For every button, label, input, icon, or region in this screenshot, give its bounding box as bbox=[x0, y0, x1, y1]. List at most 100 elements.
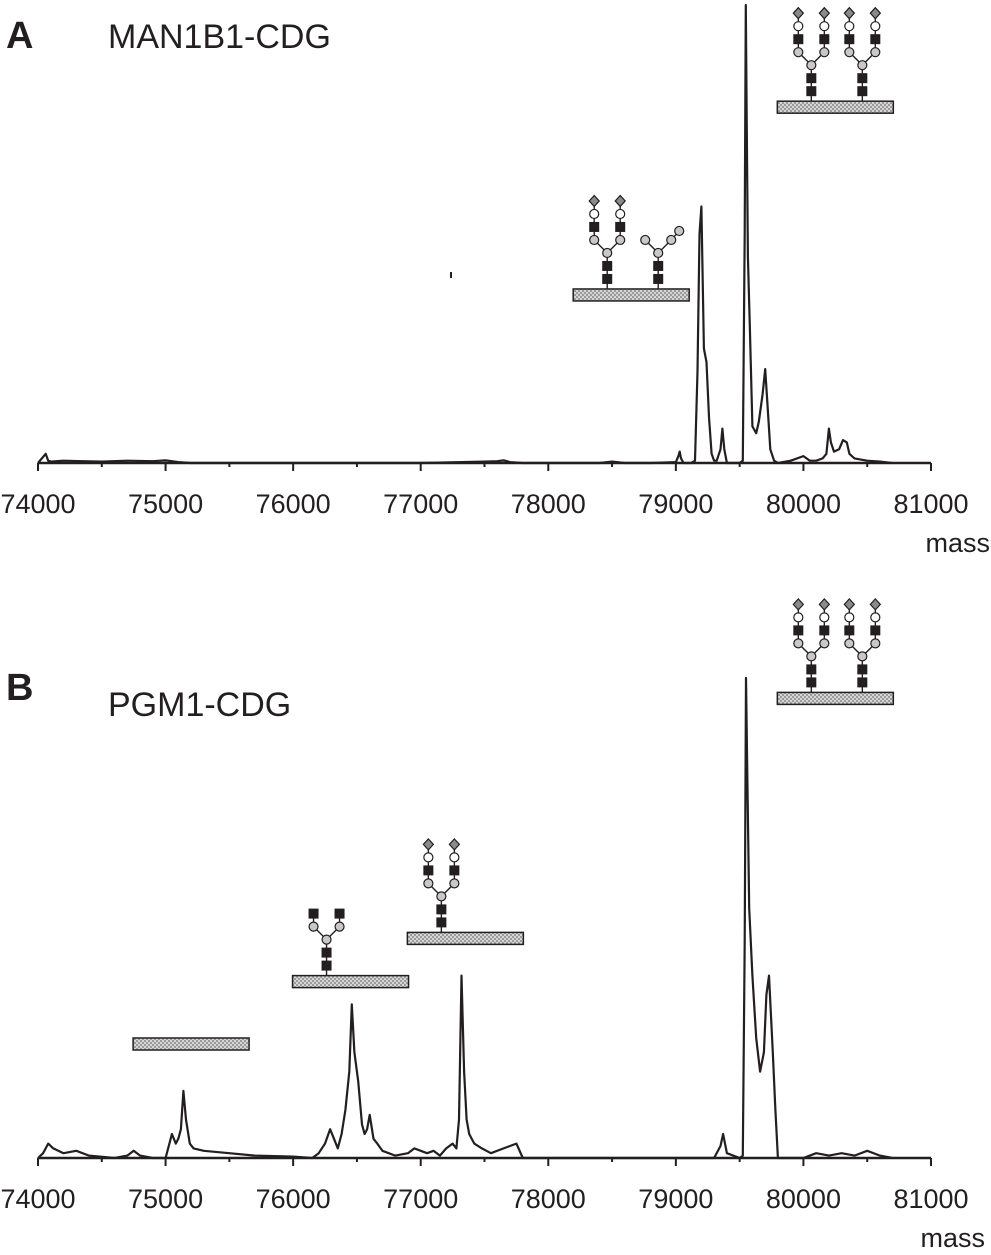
glycoform-annotation bbox=[776, 598, 895, 706]
mannose-residue bbox=[806, 651, 817, 662]
glcnac-residue bbox=[436, 904, 447, 915]
sialic-acid-residue bbox=[588, 194, 601, 208]
panel-b-plot bbox=[37, 676, 893, 1160]
glcnac-residue bbox=[819, 34, 830, 45]
sialic-acid-residue bbox=[792, 598, 805, 611]
glycoform-annotation bbox=[132, 1037, 250, 1051]
x-tick-label: 74000 bbox=[0, 1184, 75, 1214]
mannose-residue bbox=[793, 47, 804, 58]
glycan-structure bbox=[843, 6, 882, 102]
mannose-residue bbox=[870, 47, 881, 58]
glcnac-residue bbox=[653, 260, 664, 271]
glycan-structure bbox=[422, 838, 461, 933]
mannose-residue bbox=[844, 638, 855, 649]
x-tick-label: 77000 bbox=[383, 1184, 458, 1214]
glcnac-residue bbox=[844, 625, 855, 636]
mannose-residue bbox=[793, 638, 804, 649]
glcnac-residue bbox=[793, 625, 804, 636]
panel-b-x-axis-title: mass bbox=[920, 1223, 985, 1253]
glcnac-residue bbox=[602, 273, 613, 284]
mannose-residue bbox=[449, 878, 460, 889]
glcnac-residue bbox=[449, 865, 460, 876]
mannose-residue bbox=[589, 234, 600, 246]
mannose-residue bbox=[436, 891, 447, 902]
glcnac-residue bbox=[308, 908, 319, 919]
panel-a: A MAN1B1-CDG 74000 75000 76000 77000 78000 79… bbox=[0, 3, 990, 558]
galactose-residue bbox=[870, 21, 881, 32]
glcnac-residue bbox=[806, 677, 817, 688]
glcnac-residue bbox=[589, 221, 600, 232]
panel-a-axis: 74000 75000 76000 77000 78000 79000 80000 81000 bbox=[0, 461, 969, 519]
glcnac-residue bbox=[653, 273, 664, 284]
galactose-residue bbox=[449, 852, 460, 863]
mannose-residue bbox=[653, 247, 664, 259]
glycoform-annotation bbox=[406, 838, 525, 946]
sialic-acid-residue bbox=[843, 6, 856, 20]
panel-a-title: MAN1B1-CDG bbox=[108, 18, 331, 56]
glcnac-residue bbox=[806, 86, 817, 97]
sialic-acid-residue bbox=[818, 598, 831, 611]
mannose-residue bbox=[321, 934, 332, 945]
glcnac-residue bbox=[806, 664, 817, 675]
x-tick-label: 81000 bbox=[893, 1184, 968, 1214]
peptide-bar bbox=[776, 691, 895, 706]
mannose-residue bbox=[602, 247, 613, 259]
galactose-residue bbox=[793, 612, 804, 623]
glycoform-annotation bbox=[291, 908, 410, 989]
mannose-residue bbox=[870, 638, 881, 649]
spectrum-trace bbox=[37, 676, 893, 1160]
mannose-residue bbox=[666, 234, 677, 246]
x-tick-label: 77000 bbox=[383, 489, 458, 519]
galactose-residue bbox=[844, 612, 855, 623]
sialic-acid-residue bbox=[843, 598, 856, 611]
glcnac-residue bbox=[870, 34, 881, 45]
glcnac-residue bbox=[321, 960, 332, 971]
mannose-residue bbox=[308, 921, 319, 932]
peptide-bar bbox=[572, 288, 690, 302]
glcnac-residue bbox=[857, 73, 868, 84]
x-tick-label: 75000 bbox=[128, 489, 203, 519]
sialic-acid-residue bbox=[818, 6, 831, 20]
sialic-acid-residue bbox=[792, 6, 805, 20]
glcnac-residue bbox=[793, 34, 804, 45]
glcnac-residue bbox=[870, 625, 881, 636]
x-tick-label: 80000 bbox=[766, 489, 841, 519]
sialic-acid-residue bbox=[422, 838, 435, 851]
peptide-bar bbox=[406, 931, 525, 946]
glcnac-residue bbox=[615, 221, 626, 232]
x-tick-label: 76000 bbox=[256, 489, 331, 519]
spectrum-trace bbox=[37, 3, 893, 465]
glycan-structure bbox=[588, 194, 627, 289]
x-tick-label: 76000 bbox=[256, 1184, 331, 1214]
x-tick-label: 81000 bbox=[893, 489, 968, 519]
glcnac-residue bbox=[857, 677, 868, 688]
galactose-residue bbox=[819, 21, 830, 32]
panel-b-glycoforms bbox=[132, 598, 895, 1051]
galactose-residue bbox=[819, 612, 830, 623]
panel-a-x-axis-title: mass bbox=[925, 528, 990, 558]
sialic-acid-residue bbox=[869, 598, 882, 611]
mannose-residue bbox=[819, 47, 830, 58]
mannose-residue bbox=[640, 234, 651, 246]
galactose-residue bbox=[793, 21, 804, 32]
glcnac-residue bbox=[602, 260, 613, 271]
sialic-acid-residue bbox=[869, 6, 882, 20]
x-tick-label: 75000 bbox=[128, 1184, 203, 1214]
panel-a-plot bbox=[37, 3, 893, 465]
mannose-residue bbox=[423, 878, 434, 889]
glcnac-residue bbox=[857, 86, 868, 97]
panel-b-title: PGM1-CDG bbox=[108, 686, 291, 724]
panel-b-letter: B bbox=[6, 667, 33, 709]
glycoform-annotation bbox=[776, 6, 895, 114]
x-tick-label: 80000 bbox=[766, 1184, 841, 1214]
glcnac-residue bbox=[806, 73, 817, 84]
glycan-structure bbox=[308, 908, 345, 976]
glycoform-annotation bbox=[572, 194, 690, 302]
peptide-bar bbox=[132, 1037, 250, 1051]
glcnac-residue bbox=[844, 34, 855, 45]
x-tick-label: 78000 bbox=[511, 1184, 586, 1214]
galactose-residue bbox=[844, 21, 855, 32]
x-tick-label: 74000 bbox=[0, 489, 75, 519]
glycan-structure bbox=[792, 6, 831, 102]
glcnac-residue bbox=[334, 908, 345, 919]
